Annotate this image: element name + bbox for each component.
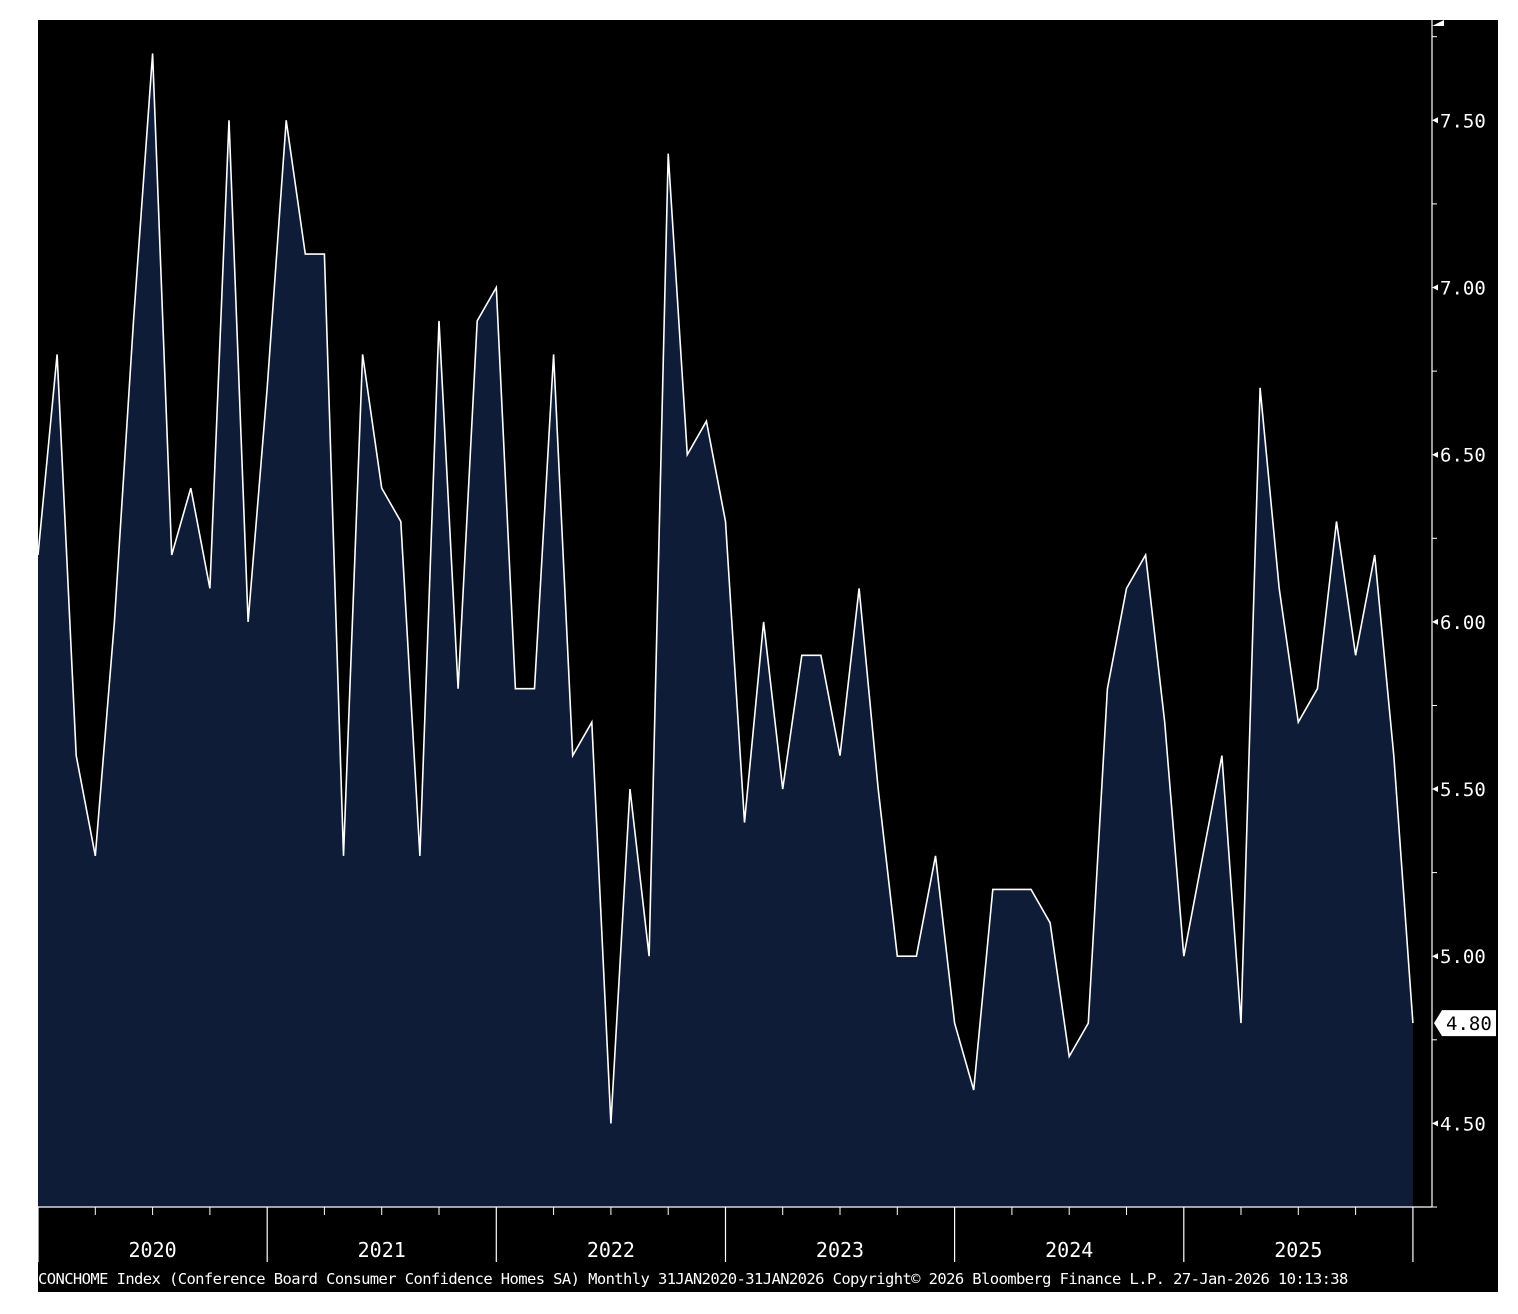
- x-tick-label: 2022: [587, 1238, 635, 1262]
- y-tick-label: 5.50: [1440, 779, 1486, 801]
- y-tick-mark: [1432, 618, 1438, 625]
- y-axis-top-marker: [1432, 20, 1444, 26]
- last-value-label: 4.80: [1446, 1013, 1492, 1035]
- y-tick-label: 4.50: [1440, 1113, 1486, 1135]
- y-tick-mark: [1432, 284, 1438, 291]
- y-tick-mark: [1432, 117, 1438, 124]
- y-tick-mark: [1432, 953, 1438, 960]
- x-tick-label: 2023: [816, 1238, 864, 1262]
- x-tick-label: 2025: [1274, 1238, 1322, 1262]
- y-tick-label: 7.50: [1440, 110, 1486, 132]
- y-tick-mark: [1432, 786, 1438, 792]
- y-tick-label: 6.00: [1440, 612, 1486, 634]
- area-fill: [38, 53, 1413, 1207]
- chart-caption: CONCHOME Index (Conference Board Consume…: [38, 1270, 1348, 1288]
- last-value-box: [1434, 1010, 1496, 1037]
- y-tick-label: 7.00: [1440, 278, 1486, 300]
- y-tick-label: 5.00: [1440, 946, 1486, 968]
- x-tick-label: 2021: [358, 1238, 406, 1262]
- y-tick-mark: [1432, 451, 1438, 458]
- y-tick-label: 6.50: [1440, 445, 1486, 467]
- series-line: [37, 53, 1414, 1124]
- x-tick-label: 2020: [129, 1238, 177, 1262]
- y-tick-mark: [1432, 1120, 1438, 1127]
- x-tick-label: 2024: [1045, 1238, 1093, 1262]
